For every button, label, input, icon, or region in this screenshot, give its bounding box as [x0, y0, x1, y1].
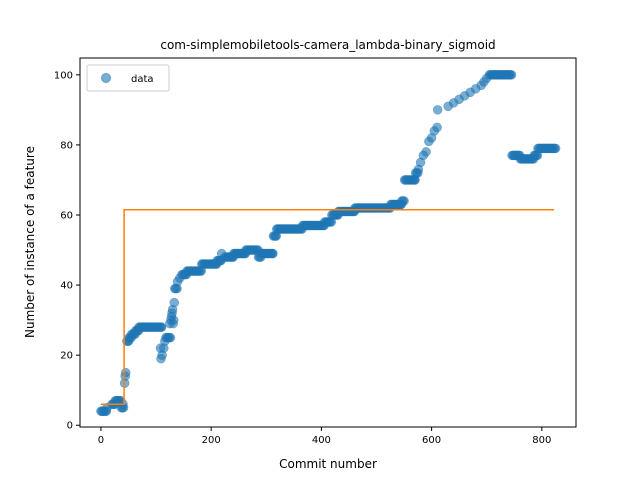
x-tick-label: 800: [532, 435, 551, 446]
data-point: [157, 323, 166, 332]
y-tick-label: 60: [60, 210, 73, 221]
x-tick-label: 0: [98, 435, 104, 446]
x-tick-label: 400: [312, 435, 331, 446]
data-point: [169, 316, 178, 325]
data-point: [400, 196, 409, 205]
data-point: [433, 123, 442, 132]
y-axis-label: Number of instance of a feature: [23, 146, 37, 338]
data-point: [551, 144, 560, 153]
y-tick-label: 80: [60, 140, 73, 151]
data-point: [268, 249, 277, 258]
data-point: [166, 333, 175, 342]
data-point: [170, 298, 179, 307]
legend: data: [87, 65, 169, 91]
data-point: [507, 70, 516, 79]
chart-title: com-simplemobiletools-camera_lambda-bina…: [160, 38, 495, 52]
y-tick-label: 20: [60, 351, 73, 362]
y-tick-label: 0: [67, 421, 73, 432]
legend-box: [87, 65, 169, 91]
x-tick-label: 200: [202, 435, 221, 446]
data-point: [121, 368, 130, 377]
legend-marker-data: [102, 74, 111, 83]
x-axis-label: Commit number: [279, 457, 377, 471]
data-point: [433, 105, 442, 114]
legend-label-data: data: [131, 74, 154, 85]
data-point: [422, 147, 431, 156]
x-tick-label: 600: [422, 435, 441, 446]
y-tick-label: 40: [60, 281, 73, 292]
y-tick-label: 100: [54, 70, 73, 81]
